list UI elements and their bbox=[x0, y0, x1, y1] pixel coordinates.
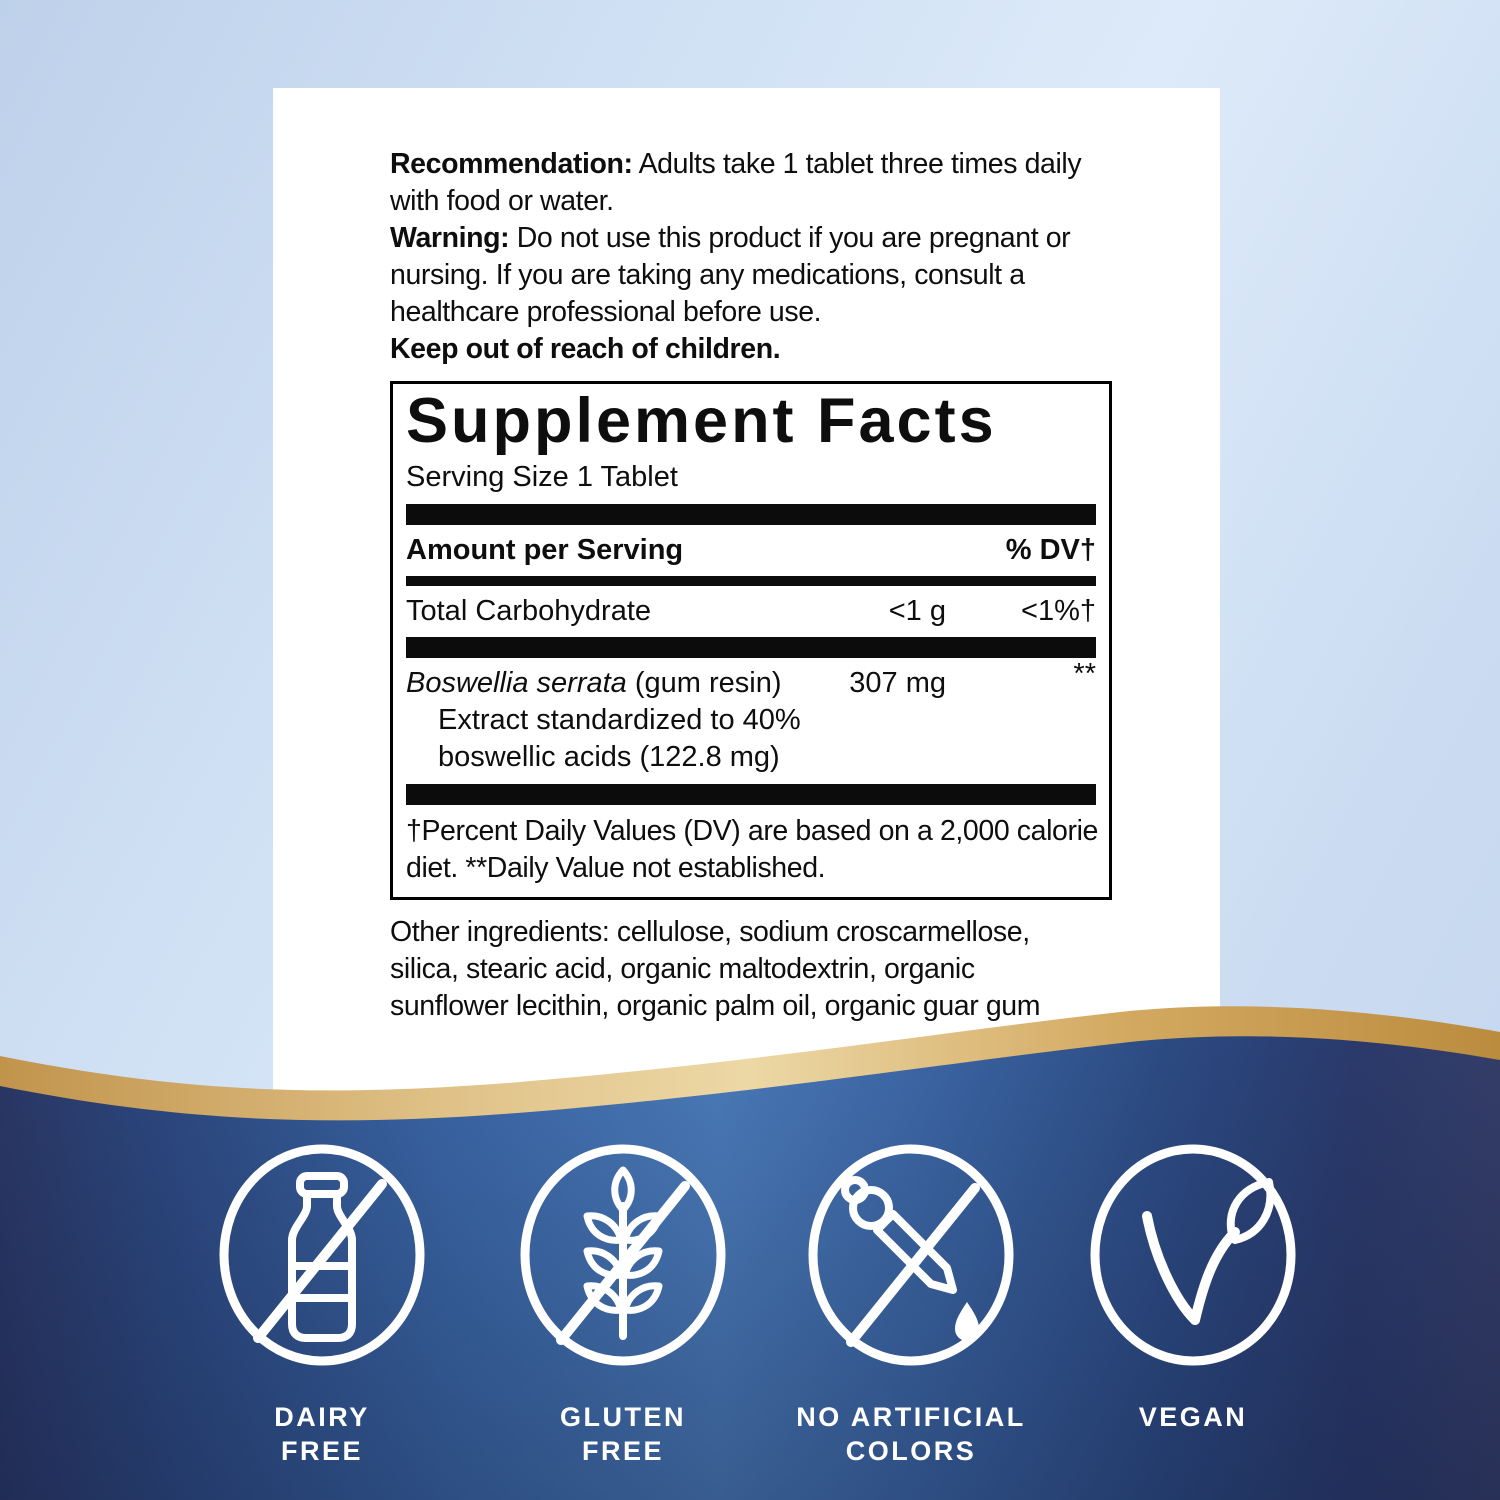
footnote-block: †Percent Daily Values (DV) are based on … bbox=[406, 813, 1098, 887]
recommendation-line-1: Recommendation: Adults take 1 tablet thr… bbox=[390, 146, 1116, 183]
footnote-line-1: †Percent Daily Values (DV) are based on … bbox=[406, 815, 1098, 847]
recommendation-label: Recommendation: bbox=[390, 148, 633, 180]
other-ingredients-line-1: Other ingredients: cellulose, sodium cro… bbox=[390, 916, 1030, 948]
bottom-wave-band bbox=[0, 1006, 1500, 1500]
label-content: Recommendation: Adults take 1 tablet thr… bbox=[390, 146, 1116, 1025]
other-ingredients-line-3: sunflower lecithin, organic palm oil, or… bbox=[390, 990, 1041, 1022]
table-header-row: Amount per Serving % DV† bbox=[406, 525, 1096, 576]
warning-line-3: healthcare professional before use. bbox=[390, 296, 822, 328]
table-row-carbohydrate: Total Carbohydrate <1 g <1%† bbox=[406, 586, 1096, 637]
navy-wave-shading bbox=[0, 1036, 1500, 1500]
supplement-facts-box: Supplement Facts Serving Size 1 Tablet A… bbox=[390, 381, 1112, 900]
warning-line-1: Warning: Do not use this product if you … bbox=[390, 220, 1116, 257]
recommendation-line-2: with food or water. bbox=[390, 185, 614, 217]
recommendation-text: Adults take 1 tablet three times daily bbox=[632, 148, 1082, 180]
label-white-panel: Recommendation: Adults take 1 tablet thr… bbox=[273, 88, 1220, 1100]
boswellia-amount: 307 mg bbox=[849, 667, 946, 699]
carb-amount: <1 g bbox=[888, 595, 946, 627]
amount-per-serving-header: Amount per Serving bbox=[406, 534, 684, 566]
keep-out-of-reach-line: Keep out of reach of children. bbox=[390, 333, 781, 365]
divider-bar-thin bbox=[406, 576, 1096, 586]
badge-gluten-free: GLUTEN FREE bbox=[493, 1140, 753, 1468]
badge-label-dairy: DAIRY FREE bbox=[274, 1402, 370, 1466]
other-ingredients-block: Other ingredients: cellulose, sodium cro… bbox=[390, 914, 1116, 1025]
footnote-line-2: diet. **Daily Value not established. bbox=[406, 852, 826, 884]
boswellia-latin-name: Boswellia serrata bbox=[406, 667, 627, 699]
directions-block: Recommendation: Adults take 1 tablet thr… bbox=[390, 146, 1116, 368]
other-ingredients-line-2: silica, stearic acid, organic maltodextr… bbox=[390, 953, 975, 985]
badge-dairy-free: DAIRY FREE bbox=[192, 1140, 452, 1468]
dairy-free-icon bbox=[219, 1144, 425, 1366]
badge-label-vegan: VEGAN bbox=[1138, 1402, 1248, 1432]
vegan-icon bbox=[1090, 1144, 1296, 1366]
percent-dv-header: % DV† bbox=[1005, 534, 1096, 566]
supplement-facts-title: Supplement Facts bbox=[406, 386, 997, 456]
divider-bar-thick-2 bbox=[406, 637, 1096, 658]
badge-label-gluten: GLUTEN FREE bbox=[560, 1402, 686, 1466]
badge-label-no-artificial-colors: NO ARTIFICIAL COLORS bbox=[796, 1402, 1026, 1466]
serving-size: Serving Size 1 Tablet bbox=[406, 461, 678, 493]
warning-line-2: nursing. If you are taking any medicatio… bbox=[390, 259, 1025, 291]
divider-bar-thick-3 bbox=[406, 784, 1096, 805]
warning-label: Warning: bbox=[390, 222, 510, 254]
carb-name: Total Carbohydrate bbox=[406, 595, 652, 627]
table-row-boswellia: Boswellia serrata (gum resin) 307 mg ** bbox=[406, 658, 1096, 702]
divider-bar-thick-1 bbox=[406, 504, 1096, 525]
badge-vegan: VEGAN bbox=[1063, 1140, 1323, 1434]
carb-dv: <1%† bbox=[1021, 595, 1096, 627]
badge-no-artificial-colors: NO ARTIFICIAL COLORS bbox=[781, 1140, 1041, 1468]
boswellia-sub-line-2: boswellic acids (122.8 mg) bbox=[438, 741, 780, 773]
gluten-free-icon bbox=[520, 1144, 726, 1366]
boswellia-name: Boswellia serrata (gum resin) bbox=[406, 667, 782, 699]
boswellia-dv: ** bbox=[1073, 658, 1096, 690]
boswellia-sub-line-1: Extract standardized to 40% bbox=[438, 704, 801, 736]
no-artificial-colors-icon bbox=[808, 1144, 1014, 1366]
warning-text: Do not use this product if you are pregn… bbox=[509, 222, 1071, 254]
